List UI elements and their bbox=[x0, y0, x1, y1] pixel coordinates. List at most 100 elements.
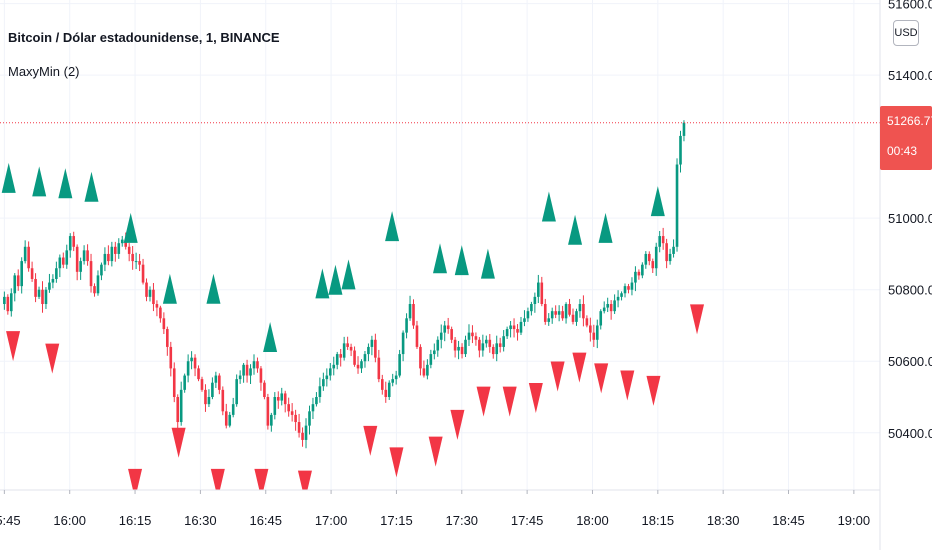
candle-body bbox=[37, 289, 41, 297]
candle-body bbox=[297, 422, 301, 433]
candle-body bbox=[72, 236, 76, 247]
time-tick-label: 16:45 bbox=[249, 513, 282, 528]
candle-body bbox=[641, 264, 644, 276]
candle-body bbox=[609, 304, 613, 312]
candle-body bbox=[124, 239, 128, 247]
candle-body bbox=[599, 311, 603, 326]
candle-body bbox=[575, 311, 578, 322]
candle-body bbox=[252, 361, 256, 369]
candle-body bbox=[249, 368, 252, 376]
candle-body bbox=[280, 393, 284, 401]
time-tick-label: 18:00 bbox=[576, 513, 609, 528]
candle-body bbox=[384, 389, 388, 398]
candle-body bbox=[318, 386, 322, 398]
candle-body bbox=[651, 261, 655, 269]
candle-body bbox=[557, 311, 561, 315]
candle-body bbox=[186, 361, 190, 376]
candle-body bbox=[166, 329, 169, 347]
candle-body bbox=[339, 354, 342, 358]
maxymin-down-triangle bbox=[389, 447, 404, 478]
price-tick-label: 51400.00 bbox=[888, 68, 932, 83]
maxymin-down-triangle bbox=[690, 304, 705, 335]
candle-body bbox=[637, 271, 641, 276]
maxymin-down-triangle bbox=[502, 386, 517, 417]
candle-body bbox=[127, 246, 131, 254]
candle-body bbox=[6, 296, 10, 312]
candle-body bbox=[585, 318, 589, 326]
maxymin-down-triangle bbox=[428, 436, 443, 467]
time-tick-label: 18:30 bbox=[707, 513, 740, 528]
candle-body bbox=[602, 307, 606, 312]
candle-body bbox=[214, 375, 218, 383]
candle-body bbox=[231, 404, 235, 415]
candle-body bbox=[266, 397, 270, 426]
maxymin-up-triangle bbox=[480, 248, 495, 279]
candle-body bbox=[138, 261, 141, 265]
time-tick-label: 17:00 bbox=[315, 513, 348, 528]
candle-body bbox=[141, 264, 145, 283]
candle-body bbox=[630, 282, 634, 290]
candle-body bbox=[179, 389, 183, 423]
candle-body bbox=[259, 368, 263, 383]
candlestick-series bbox=[3, 120, 686, 449]
candle-body bbox=[578, 304, 582, 312]
candle-body bbox=[380, 379, 384, 390]
candle-body bbox=[495, 343, 499, 355]
maxymin-up-triangle bbox=[123, 212, 138, 243]
candle-body bbox=[523, 318, 526, 322]
time-tick-label: 16:15 bbox=[119, 513, 152, 528]
candle-body bbox=[190, 357, 193, 362]
maxymin-down-triangle bbox=[528, 383, 543, 414]
candle-body bbox=[387, 382, 391, 398]
candle-body bbox=[543, 304, 547, 322]
candle-body bbox=[20, 261, 24, 287]
candle-body bbox=[120, 239, 124, 244]
maxymin-down-triangle bbox=[620, 370, 635, 401]
candle-body bbox=[197, 368, 200, 380]
candle-body bbox=[34, 278, 37, 297]
candle-body bbox=[377, 357, 381, 380]
candle-body bbox=[13, 275, 17, 294]
grid-lines bbox=[0, 0, 880, 490]
price-tick-label: 50800.00 bbox=[888, 283, 932, 298]
maxymin-up-triangle bbox=[650, 186, 665, 217]
candle-body bbox=[114, 246, 117, 254]
price-tick-label: 50400.00 bbox=[888, 426, 932, 441]
maxymin-up-triangle bbox=[206, 273, 221, 304]
maxymin-up-triangle bbox=[328, 264, 343, 295]
maxymin-down-triangle bbox=[450, 409, 465, 440]
candle-body bbox=[27, 246, 30, 269]
candle-body bbox=[658, 236, 661, 247]
maxymin-up-triangle bbox=[162, 273, 177, 304]
candle-body bbox=[107, 253, 110, 262]
candle-body bbox=[58, 257, 62, 269]
candle-body bbox=[30, 268, 34, 279]
candle-body bbox=[155, 304, 159, 308]
candle-body bbox=[172, 368, 176, 398]
candle-body bbox=[335, 354, 339, 365]
price-tick-label: 50600.00 bbox=[888, 354, 932, 369]
indicator-label[interactable]: MaxyMin (2) bbox=[8, 64, 80, 79]
candle-body bbox=[415, 325, 419, 347]
candle-body bbox=[322, 379, 325, 387]
currency-button[interactable]: USD bbox=[893, 20, 919, 46]
candle-body bbox=[374, 339, 377, 358]
candle-body bbox=[401, 332, 405, 355]
candle-body bbox=[627, 286, 630, 290]
symbol-title[interactable]: Bitcoin / Dólar estadounidense, 1, BINAN… bbox=[8, 30, 280, 45]
maxymin-up-triangle bbox=[568, 214, 583, 245]
candle-body bbox=[93, 286, 96, 294]
price-axis[interactable]: 51600.00 51400.00 51000.00 50800.00 50600.00… bbox=[888, 0, 932, 441]
candle-body bbox=[325, 375, 329, 380]
candle-body bbox=[131, 253, 134, 262]
candle-body bbox=[512, 325, 516, 330]
candle-body bbox=[304, 425, 308, 440]
candle-body bbox=[391, 379, 395, 383]
time-axis[interactable]: 15:45 16:00 16:15 16:30 16:45 17:00 17:15 17:30… bbox=[0, 490, 870, 528]
candle-body bbox=[363, 354, 367, 362]
candle-body bbox=[516, 329, 519, 333]
candle-body bbox=[450, 329, 453, 340]
time-tick-label: 18:15 bbox=[642, 513, 675, 528]
candle-body bbox=[682, 122, 686, 136]
